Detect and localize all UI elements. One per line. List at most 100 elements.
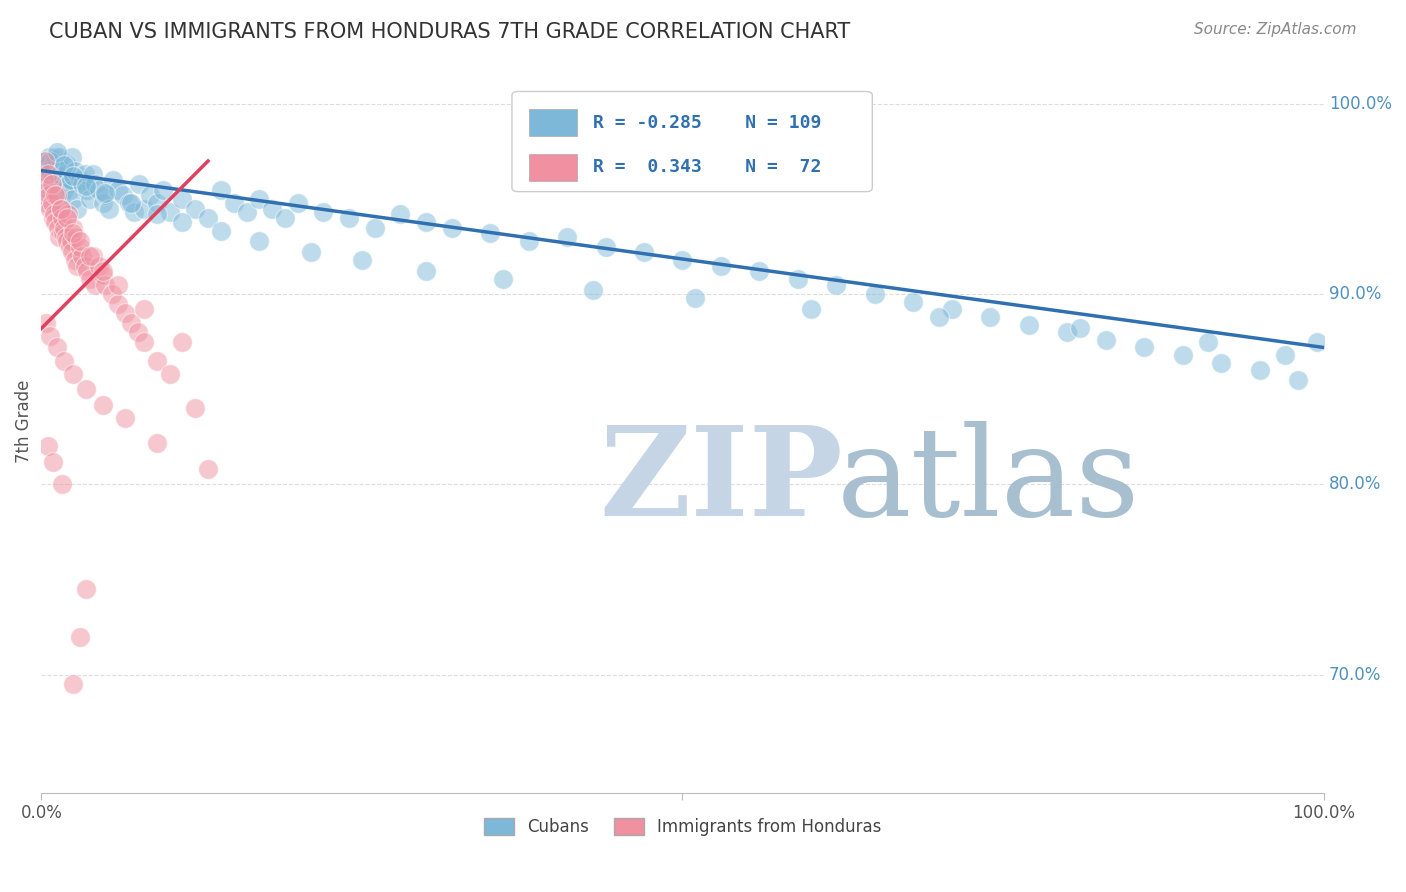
Point: [114, 306, 136, 320]
Point: [63, 252, 86, 267]
Point: [633, 245, 655, 260]
Point: [582, 284, 605, 298]
Point: [55, 167, 77, 181]
Point: [107, 183, 129, 197]
Point: [73, 167, 96, 181]
Point: [46, 177, 69, 191]
Point: [32, 173, 55, 187]
Point: [94, 277, 117, 292]
Point: [37, 439, 59, 453]
Point: [979, 310, 1001, 324]
Point: [44, 207, 66, 221]
Point: [48, 150, 70, 164]
Point: [51, 211, 73, 226]
Point: [87, 183, 110, 197]
Text: Source: ZipAtlas.com: Source: ZipAtlas.com: [1194, 22, 1357, 37]
Point: [517, 234, 540, 248]
Point: [132, 302, 155, 317]
Point: [941, 302, 963, 317]
Point: [114, 410, 136, 425]
Point: [1133, 341, 1156, 355]
Point: [1286, 373, 1309, 387]
Point: [748, 264, 770, 278]
Point: [59, 173, 82, 187]
Point: [825, 277, 848, 292]
Point: [66, 202, 89, 216]
Point: [107, 296, 129, 310]
Text: 100.0%: 100.0%: [1329, 95, 1392, 113]
Point: [1249, 363, 1271, 377]
Point: [75, 582, 97, 596]
Point: [34, 154, 56, 169]
Point: [79, 192, 101, 206]
Point: [42, 455, 65, 469]
Point: [39, 202, 62, 216]
Point: [49, 192, 72, 206]
Point: [479, 227, 502, 241]
Point: [49, 202, 72, 216]
Point: [84, 277, 107, 292]
Point: [863, 287, 886, 301]
Point: [62, 677, 84, 691]
Point: [350, 252, 373, 267]
Point: [72, 249, 94, 263]
Point: [69, 173, 91, 187]
Point: [1018, 318, 1040, 332]
Point: [62, 169, 84, 184]
Point: [132, 334, 155, 349]
Point: [45, 341, 67, 355]
Point: [62, 220, 84, 235]
Point: [42, 158, 65, 172]
Point: [35, 195, 58, 210]
Point: [671, 252, 693, 267]
Point: [184, 401, 207, 416]
Point: [139, 188, 162, 202]
Point: [337, 211, 360, 226]
Point: [172, 334, 194, 349]
Point: [172, 192, 194, 206]
Point: [159, 205, 181, 219]
Point: [98, 202, 121, 216]
Point: [69, 239, 91, 253]
Point: [44, 188, 66, 202]
Point: [73, 259, 96, 273]
Point: [56, 234, 79, 248]
Point: [56, 158, 79, 172]
Text: atlas: atlas: [837, 420, 1140, 541]
Point: [117, 195, 139, 210]
Point: [1056, 325, 1078, 339]
Point: [87, 259, 110, 273]
Point: [1274, 348, 1296, 362]
Point: [82, 249, 104, 263]
Point: [44, 215, 66, 229]
Point: [45, 188, 67, 202]
Point: [62, 367, 84, 381]
Point: [53, 183, 76, 197]
Point: [39, 329, 62, 343]
Point: [1209, 356, 1232, 370]
Point: [49, 202, 72, 216]
Point: [209, 183, 232, 197]
FancyBboxPatch shape: [529, 153, 578, 180]
Point: [197, 462, 219, 476]
Point: [122, 205, 145, 219]
Point: [1171, 348, 1194, 362]
Point: [112, 188, 135, 202]
Point: [145, 353, 167, 368]
Point: [32, 160, 55, 174]
Text: R = -0.285    N = 109: R = -0.285 N = 109: [593, 113, 821, 132]
Point: [44, 150, 66, 164]
Text: R =  0.343    N =  72: R = 0.343 N = 72: [593, 158, 821, 177]
Point: [152, 183, 174, 197]
Point: [299, 245, 322, 260]
Point: [1197, 334, 1219, 349]
Point: [132, 202, 155, 216]
Legend: Cubans, Immigrants from Honduras: Cubans, Immigrants from Honduras: [484, 818, 882, 837]
Point: [37, 167, 59, 181]
Point: [48, 230, 70, 244]
Point: [685, 291, 707, 305]
Point: [37, 177, 59, 191]
Point: [58, 207, 80, 221]
Y-axis label: 7th Grade: 7th Grade: [15, 380, 32, 463]
Point: [247, 234, 270, 248]
